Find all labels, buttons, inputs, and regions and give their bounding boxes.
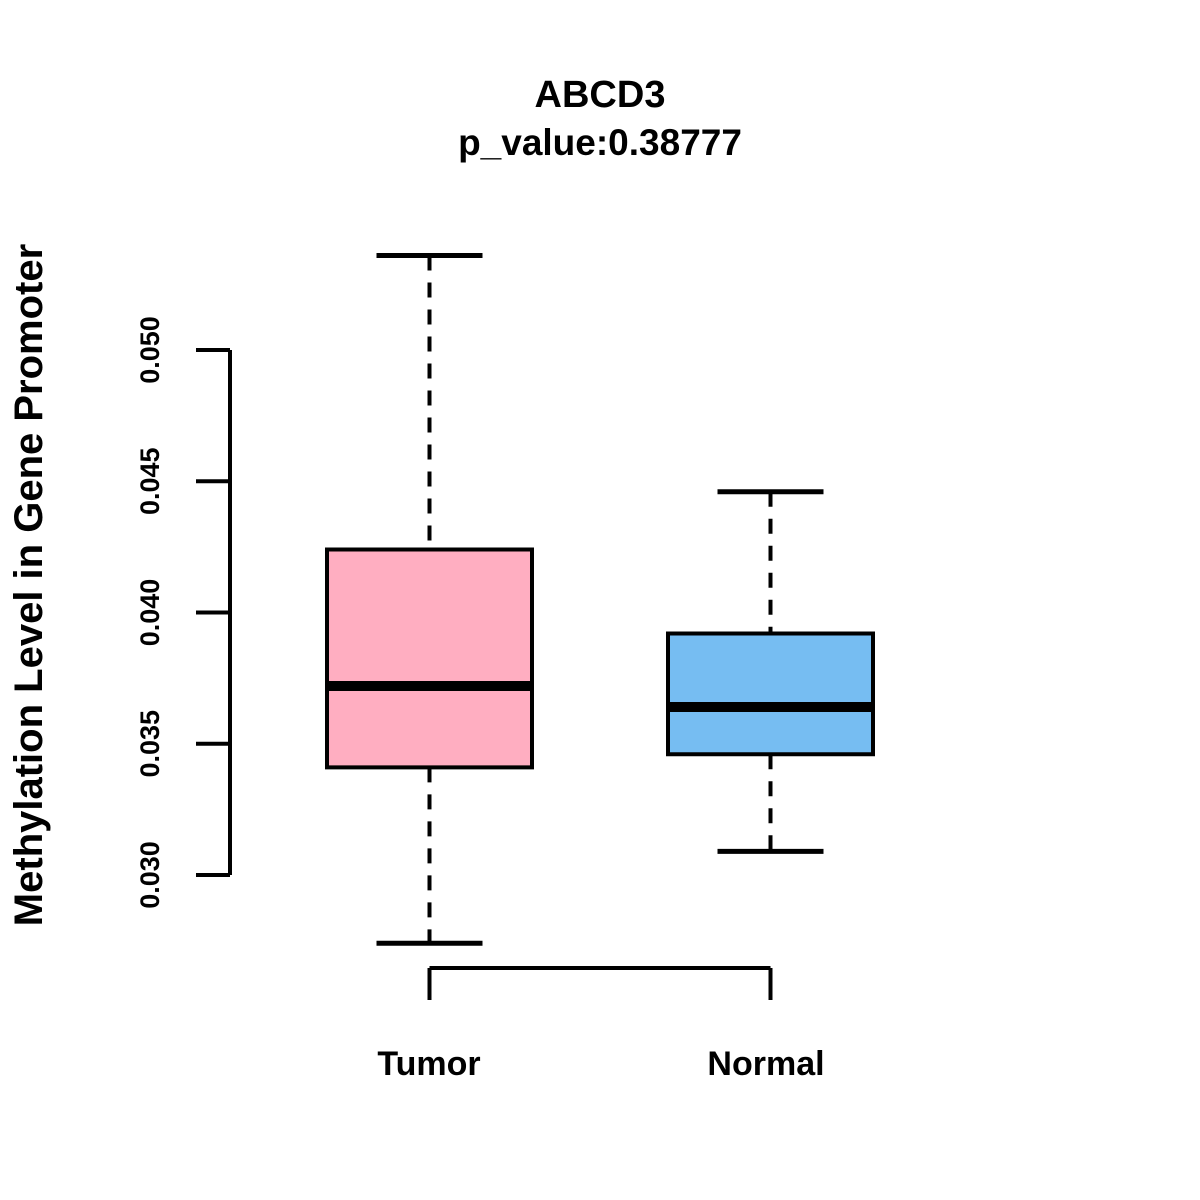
y-axis-ticks: 0.030 0.035 0.040 0.045 0.050 bbox=[135, 316, 230, 909]
iqr-box-tumor bbox=[325, 547, 534, 770]
y-tick-label: 0.050 bbox=[135, 316, 165, 384]
y-tick-label: 0.045 bbox=[135, 447, 165, 515]
y-tick-label: 0.030 bbox=[135, 841, 165, 909]
chart-subtitle-pvalue: p_value:0.38777 bbox=[458, 122, 742, 163]
x-axis-bracket bbox=[427, 966, 773, 1000]
x-tick-label-normal: Normal bbox=[707, 1045, 824, 1083]
x-tick-label-tumor: Tumor bbox=[377, 1045, 480, 1083]
y-tick-label: 0.040 bbox=[135, 579, 165, 647]
chart-title: ABCD3 bbox=[535, 74, 666, 116]
iqr-box-normal bbox=[666, 631, 875, 757]
boxplot-boxes bbox=[325, 253, 875, 946]
y-axis-title: Methylation Level in Gene Promoter bbox=[7, 244, 51, 926]
y-tick-label: 0.035 bbox=[135, 710, 165, 778]
